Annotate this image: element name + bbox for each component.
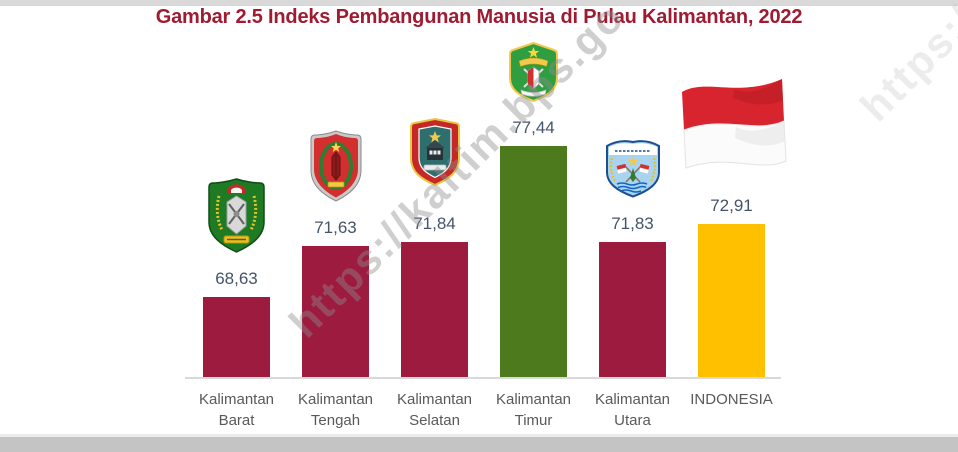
bar-value-label: 71,84 bbox=[413, 214, 456, 233]
bar-kalimantan-tengah bbox=[302, 245, 369, 377]
x-axis-category-labels: Kalimantan Barat Kalimantan Tengah Kaliman… bbox=[187, 389, 781, 431]
category-label-indonesia: INDONESIA bbox=[690, 391, 773, 408]
category-label-kalimantan-tengah: Kalimantan Tengah bbox=[297, 391, 374, 429]
bar-value-label: 77,44 bbox=[512, 117, 555, 137]
bar-indonesia bbox=[698, 223, 765, 377]
indonesia-flag-icon bbox=[676, 72, 788, 172]
bar-value-label: 71,83 bbox=[611, 214, 654, 234]
kalimantan-utara-coat-of-arms-icon bbox=[605, 138, 661, 198]
figure-title: Gambar 2.5 Indeks Pembangunan Manusia di… bbox=[155, 6, 803, 28]
chart-column-kalimantan-selatan: 71,84 bbox=[385, 40, 484, 377]
bar-kalimantan-timur bbox=[500, 145, 567, 377]
chart-column-kalimantan-timur: 77,44 bbox=[484, 40, 583, 377]
bottom-light-strip bbox=[0, 434, 958, 437]
bottom-border-strip bbox=[0, 437, 958, 452]
category-label-kalimantan-timur: Kalimantan Timur bbox=[495, 391, 572, 429]
kalimantan-timur-coat-of-arms-icon bbox=[509, 41, 558, 102]
kalimantan-barat-coat-of-arms-icon bbox=[208, 178, 265, 254]
category-label-kalimantan-selatan: Kalimantan Selatan bbox=[396, 391, 473, 429]
bar-kalimantan-selatan bbox=[401, 242, 468, 377]
bar-value-label: 68,63 bbox=[215, 269, 258, 289]
bar-kalimantan-barat bbox=[203, 297, 270, 377]
kalimantan-selatan-coat-of-arms-icon bbox=[409, 117, 460, 187]
chart-plot-area: 68,63 71,63 bbox=[187, 40, 787, 377]
kalimantan-tengah-coat-of-arms-icon bbox=[310, 130, 362, 202]
chart-column-kalimantan-tengah: 71,63 bbox=[286, 40, 385, 377]
category-label-kalimantan-barat: Kalimantan Barat bbox=[198, 391, 275, 429]
bar-value-label: 72,91 bbox=[710, 195, 753, 215]
x-axis-line bbox=[185, 377, 781, 379]
top-border-strip bbox=[0, 0, 958, 6]
category-label-kalimantan-utara: Kalimantan Utara bbox=[594, 391, 671, 429]
chart-column-kalimantan-barat: 68,63 bbox=[187, 40, 286, 377]
chart-column-kalimantan-utara: 71,83 bbox=[583, 40, 682, 377]
chart-column-indonesia: 72,91 bbox=[681, 40, 787, 377]
bar-kalimantan-utara bbox=[599, 242, 666, 377]
bar-value-label: 71,63 bbox=[314, 217, 357, 237]
